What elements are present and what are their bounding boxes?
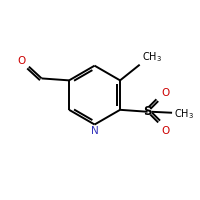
Text: CH$_3$: CH$_3$ xyxy=(142,50,162,64)
Text: N: N xyxy=(91,126,98,136)
Text: S: S xyxy=(143,105,152,118)
Text: O: O xyxy=(161,126,170,136)
Text: CH$_3$: CH$_3$ xyxy=(174,107,194,121)
Text: O: O xyxy=(161,88,170,98)
Text: O: O xyxy=(18,56,26,66)
